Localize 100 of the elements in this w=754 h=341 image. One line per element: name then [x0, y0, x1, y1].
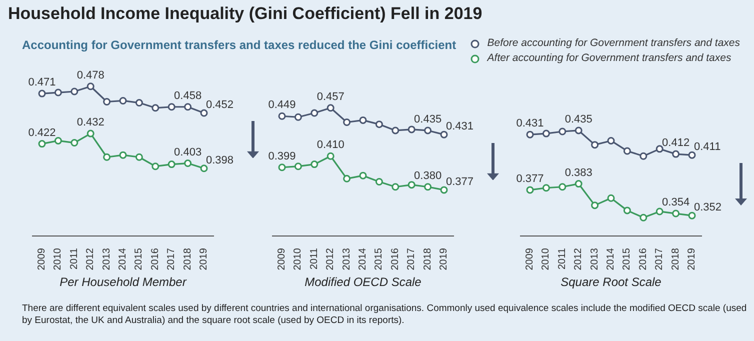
point — [542, 184, 550, 192]
point — [408, 126, 416, 134]
point — [656, 208, 664, 216]
data-label: 0.435 — [414, 113, 442, 126]
legend-label: After accounting for Government transfers and taxes — [487, 51, 732, 66]
point — [326, 104, 334, 112]
point — [278, 112, 286, 120]
data-label: 0.383 — [564, 166, 592, 179]
data-label: 0.399 — [268, 150, 296, 162]
x-tick-label: 2011 — [556, 248, 568, 270]
point — [278, 164, 286, 172]
point — [135, 99, 143, 107]
point — [200, 109, 208, 117]
x-tick-label: 2011 — [308, 248, 320, 270]
point — [591, 202, 599, 210]
point — [424, 183, 432, 191]
point — [119, 96, 127, 104]
data-label: 0.449 — [268, 99, 296, 112]
data-label: 0.452 — [206, 99, 234, 112]
point — [688, 212, 696, 220]
point — [310, 109, 318, 117]
x-tick-label: 2013 — [341, 248, 352, 270]
point — [440, 130, 448, 138]
x-tick-label: 2016 — [390, 248, 401, 270]
point — [119, 151, 127, 159]
data-label: 0.354 — [662, 196, 690, 209]
x-tick-label: 2010 — [52, 248, 64, 270]
x-tick-label: 2009 — [524, 248, 536, 270]
point — [343, 118, 351, 126]
data-label: 0.380 — [414, 170, 442, 182]
data-label: 0.403 — [174, 146, 202, 158]
point — [574, 126, 582, 134]
x-axis-title: Modified OECD Scale — [304, 275, 422, 289]
point — [168, 103, 176, 111]
point — [135, 153, 143, 161]
x-tick-label: 2012 — [573, 248, 584, 270]
point — [574, 180, 582, 188]
point — [343, 174, 351, 182]
x-tick-label: 2014 — [358, 248, 368, 270]
point — [440, 186, 448, 194]
x-tick-label: 2017 — [166, 248, 178, 270]
x-tick-label: 2016 — [150, 248, 161, 270]
point — [375, 178, 383, 186]
point — [103, 153, 111, 161]
x-axis-title: Square Root Scale — [560, 275, 662, 289]
point — [672, 210, 680, 218]
x-tick-label: 2015 — [134, 248, 145, 270]
x-tick-label: 2012 — [85, 248, 96, 270]
x-tick-label: 2018 — [422, 248, 434, 270]
point — [359, 116, 367, 124]
point — [70, 88, 78, 96]
data-label: 0.377 — [446, 176, 474, 188]
text: Accounting for Government transfers and taxes reduced the Gini coefficient — [22, 38, 456, 52]
x-tick-label: 2009 — [36, 248, 48, 270]
x-tick-label: 2017 — [406, 248, 418, 270]
chart-title: Household Income Inequality (Gini Coefficient) Fell in 2019 — [8, 4, 482, 24]
x-tick-label: 2015 — [374, 248, 385, 270]
point — [38, 90, 46, 98]
point — [656, 145, 664, 153]
point — [558, 183, 566, 191]
point — [359, 172, 367, 180]
x-tick-label: 2013 — [101, 248, 112, 270]
data-label: 0.422 — [28, 126, 56, 139]
text: There are different equivalent scales used by different countries and international organisations. Commonly used equivalence scales include the modified OECD scale (used by Eurostat, the UK and Australia) and the square root scale (used by OECD in its reports). — [22, 303, 747, 327]
point — [168, 160, 176, 168]
point — [86, 130, 94, 138]
x-tick-label: 2011 — [68, 248, 80, 270]
point — [184, 160, 192, 168]
point — [591, 141, 599, 149]
x-axis-title: Per Household Member — [58, 275, 188, 289]
point — [152, 104, 160, 112]
point — [526, 186, 534, 194]
data-label: 0.435 — [564, 113, 592, 126]
data-label: 0.411 — [694, 141, 721, 154]
x-tick-label: 2014 — [606, 248, 616, 270]
point — [392, 183, 400, 191]
point — [86, 82, 94, 90]
point — [70, 139, 78, 147]
x-tick-label: 2016 — [638, 248, 649, 270]
point — [623, 147, 631, 155]
x-tick-label: 2014 — [118, 248, 128, 270]
x-tick-label: 2015 — [622, 248, 633, 270]
legend-label: Before accounting for Government transfers and taxes — [487, 36, 740, 51]
point — [424, 126, 432, 134]
point — [152, 162, 160, 170]
point — [103, 98, 111, 106]
data-label: 0.431 — [446, 120, 474, 133]
data-label: 0.398 — [206, 154, 234, 166]
x-tick-label: 2010 — [292, 248, 304, 270]
x-tick-label: 2012 — [325, 248, 336, 270]
point — [640, 152, 648, 160]
data-label: 0.478 — [76, 69, 104, 82]
x-tick-label: 2010 — [540, 248, 552, 270]
point — [375, 120, 383, 128]
data-label: 0.352 — [694, 202, 722, 214]
point — [54, 88, 62, 96]
point — [558, 128, 566, 136]
point — [607, 136, 615, 144]
point — [392, 126, 400, 134]
data-label: 0.458 — [174, 90, 202, 102]
